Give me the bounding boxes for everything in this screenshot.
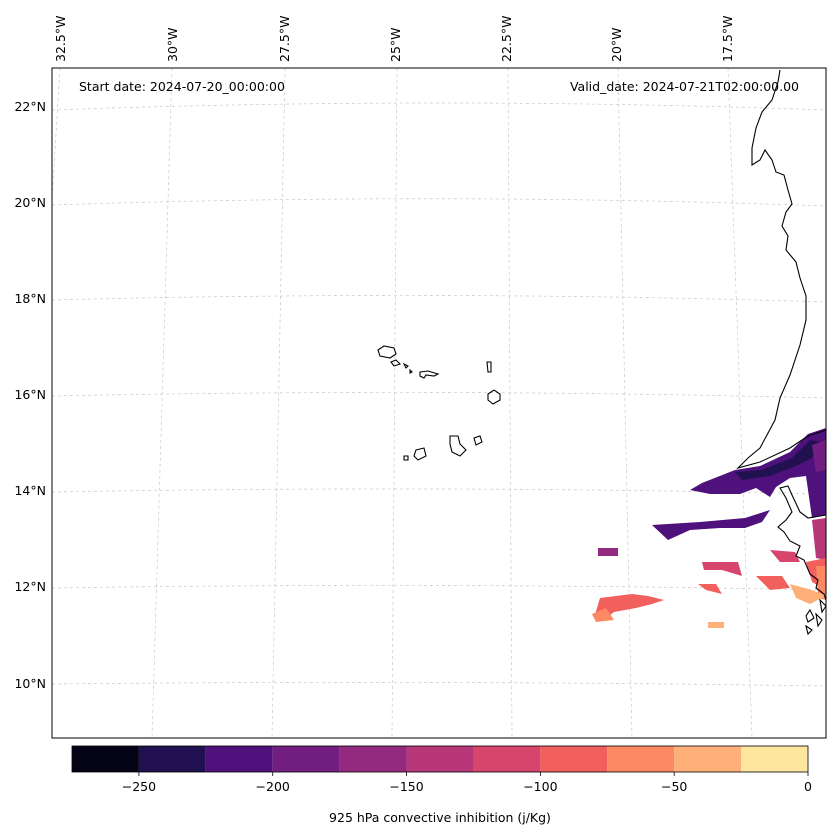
coastlines bbox=[377, 69, 827, 636]
cin-fill-areas bbox=[592, 428, 826, 628]
start-date-label: Start date: 2024-07-20_00:00:00 bbox=[79, 79, 285, 94]
cape-verde-sao-vicente bbox=[390, 359, 402, 367]
valid-date-label: Valid_date: 2024-07-21T02:00:00.00 bbox=[570, 79, 799, 94]
cin-area-band bbox=[652, 510, 770, 540]
colorbar-swatch-1 bbox=[138, 746, 206, 772]
cin-area-small-1 bbox=[598, 548, 618, 556]
cin-area-coast-darker bbox=[735, 440, 820, 480]
lat-label-16n: 16°N bbox=[14, 387, 46, 402]
lon-label-20w: 20°W bbox=[609, 27, 624, 62]
lon-label-32-5w: 32.5°W bbox=[53, 16, 68, 62]
lon-label-27-5w: 27.5°W bbox=[277, 16, 292, 62]
cape-verde-boa-vista bbox=[487, 389, 501, 405]
colorbar-swatch-8 bbox=[607, 746, 675, 772]
cape-verde-santo-antao bbox=[377, 345, 397, 359]
cin-area-right-5 bbox=[790, 584, 826, 604]
colorbar-tick-label-4: −50 bbox=[661, 779, 687, 794]
colorbar-ticks: −250 −200 −150 −100 −50 0 bbox=[122, 772, 812, 794]
cin-area-south-1 bbox=[594, 594, 664, 620]
lon-label-17-5w: 17.5°W bbox=[720, 16, 735, 62]
lat-label-12n: 12°N bbox=[14, 579, 46, 594]
cape-verde-sal bbox=[486, 361, 492, 373]
cin-area-small-3 bbox=[698, 584, 722, 594]
lon-label-30w: 30°W bbox=[165, 27, 180, 62]
cape-verde-sao-nicolau bbox=[419, 370, 440, 379]
colorbar-swatch-9 bbox=[674, 746, 742, 772]
cin-area-small-2 bbox=[702, 562, 742, 576]
lat-label-22n: 22°N bbox=[14, 99, 46, 114]
colorbar-tick-label-0: −250 bbox=[122, 779, 156, 794]
colorbar-label: 925 hPa convective inhibition (j/Kg) bbox=[329, 810, 551, 825]
lat-gridline-20n bbox=[51, 198, 827, 207]
colorbar-swatch-6 bbox=[473, 746, 541, 772]
lat-label-14n: 14°N bbox=[14, 483, 46, 498]
lon-label-25w: 25°W bbox=[388, 27, 403, 62]
lat-label-10n: 10°N bbox=[14, 676, 46, 691]
lat-gridline-10n bbox=[51, 682, 827, 687]
lat-gridline-18n bbox=[51, 295, 827, 303]
lon-gridline-20w bbox=[617, 67, 633, 739]
cin-area-right-4 bbox=[816, 566, 826, 600]
lat-label-20n: 20°N bbox=[14, 195, 46, 210]
cin-area-right-6 bbox=[756, 576, 790, 590]
lon-gridline-32-5w bbox=[51, 67, 61, 201]
lat-gridline-12n bbox=[51, 585, 827, 591]
cin-area-right-1 bbox=[812, 518, 826, 560]
cin-area-right-2 bbox=[770, 550, 800, 562]
colorbar-swatch-0 bbox=[72, 746, 139, 772]
colorbar-tick-label-5: 0 bbox=[804, 779, 812, 794]
lon-gridline-25w bbox=[391, 67, 398, 739]
cape-verde-brava bbox=[403, 455, 409, 461]
longitude-labels: 32.5°W 30°W 27.5°W 25°W 22.5°W 20°W 17.5… bbox=[53, 16, 735, 62]
colorbar bbox=[72, 746, 808, 772]
colorbar-frame bbox=[71, 745, 809, 773]
colorbar-swatch-10 bbox=[741, 746, 808, 772]
colorbar-swatch-3 bbox=[272, 746, 340, 772]
senegal-gambia-coast bbox=[777, 485, 827, 601]
cape-verde-santiago bbox=[449, 435, 467, 457]
lon-gridline-27-5w bbox=[271, 67, 286, 739]
cape-verde-santa-luzia bbox=[402, 362, 413, 374]
latitude-labels: 22°N 20°N 18°N 16°N 14°N 12°N 10°N bbox=[14, 99, 46, 691]
colorbar-tick-label-3: −100 bbox=[523, 779, 557, 794]
cin-area-south-2 bbox=[592, 608, 614, 622]
lat-gridline-16n bbox=[51, 392, 827, 399]
colorbar-swatch-7 bbox=[540, 746, 608, 772]
bijagos-islands bbox=[805, 598, 827, 636]
lat-gridline-14n bbox=[51, 488, 827, 495]
africa-coastline bbox=[736, 69, 827, 470]
cin-area-south-3 bbox=[708, 622, 724, 628]
lon-gridline-22-5w bbox=[507, 67, 513, 739]
graticule bbox=[51, 67, 827, 739]
colorbar-tick-label-1: −200 bbox=[256, 779, 290, 794]
colorbar-swatch-2 bbox=[205, 746, 273, 772]
lon-label-22-5w: 22.5°W bbox=[499, 16, 514, 62]
cin-area-coast-mid bbox=[812, 440, 826, 472]
lat-label-18n: 18°N bbox=[14, 291, 46, 306]
colorbar-swatch-4 bbox=[339, 746, 407, 772]
colorbar-swatch-5 bbox=[406, 746, 474, 772]
map-frame bbox=[51, 67, 827, 739]
colorbar-tick-label-2: −150 bbox=[389, 779, 423, 794]
lon-gridline-17-5w bbox=[727, 67, 753, 739]
cape-verde-fogo bbox=[413, 447, 427, 461]
lat-gridline-22n bbox=[51, 102, 827, 111]
cape-verde-maio bbox=[473, 435, 483, 446]
lon-gridline-30w bbox=[151, 67, 173, 739]
